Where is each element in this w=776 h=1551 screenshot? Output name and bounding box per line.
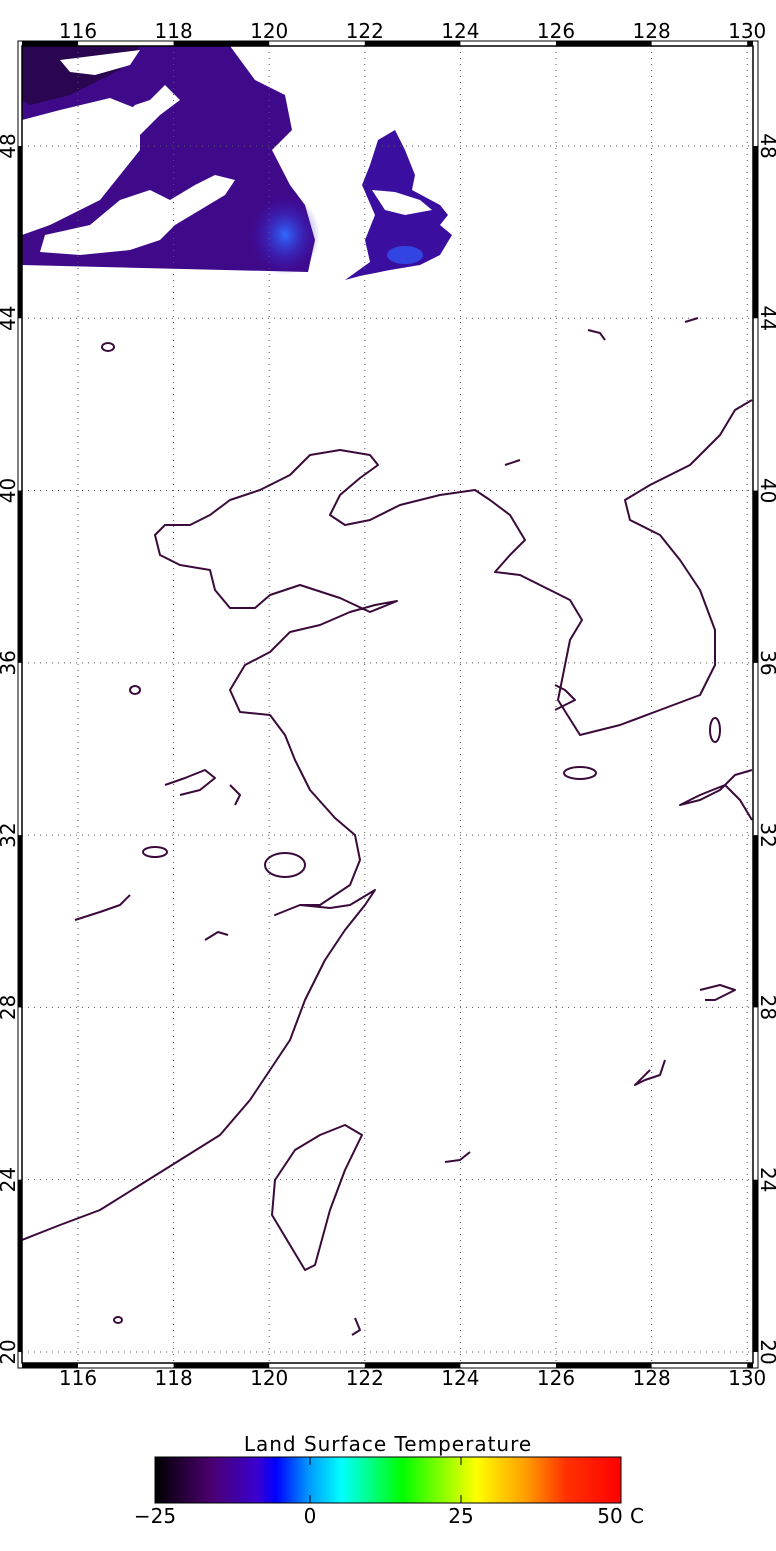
frame-band-top [22, 41, 78, 46]
lon-label-bottom: 124 [441, 1366, 479, 1390]
coastline-island [229, 784, 241, 806]
coastline-ryukyu [699, 984, 736, 1001]
lat-label-right: 24 [756, 1167, 776, 1192]
lat-label-left: 48 [0, 133, 20, 158]
coastline-island [709, 717, 721, 743]
lat-label-left: 28 [0, 995, 20, 1020]
frame-band-left [18, 490, 22, 663]
cloud-gap-2 [40, 175, 235, 255]
frame-band-top [364, 41, 461, 46]
cloud-gap-3 [60, 50, 140, 75]
coastline-island [684, 317, 699, 323]
coastline-island [554, 684, 576, 711]
lat-label-right: 20 [756, 1339, 776, 1364]
lon-label-top: 120 [250, 19, 288, 43]
coastline-island [142, 846, 168, 858]
lst-warm-spot-east [387, 246, 423, 264]
coastline-island [74, 894, 131, 921]
frame-band-top [747, 41, 753, 46]
lat-label-right: 28 [756, 995, 776, 1020]
lon-label-top: 126 [537, 19, 575, 43]
lat-label-right: 40 [756, 478, 776, 503]
colorbar: Land Surface Temperature −25 0 25 50 C [134, 1432, 644, 1528]
lat-label-left: 44 [0, 306, 20, 331]
cloud-gap-4 [110, 85, 180, 140]
lon-label-top: 122 [346, 19, 384, 43]
coastline-island [101, 342, 115, 352]
colorbar-label-max: 50 [597, 1504, 622, 1528]
lon-label-bottom: 128 [633, 1366, 671, 1390]
frame-band-right [753, 835, 758, 1008]
lon-label-bottom: 118 [155, 1366, 193, 1390]
colorbar-label-25: 25 [448, 1504, 473, 1528]
lat-label-left: 20 [0, 1339, 20, 1364]
lon-label-top: 124 [441, 19, 479, 43]
frame-band-bottom [22, 1363, 78, 1368]
coastline-island [444, 1151, 471, 1163]
lat-label-left: 32 [0, 822, 20, 847]
colorbar-unit: C [630, 1504, 644, 1528]
tick-labels: 116 116 118 118 120 120 122 122 124 124 126 126 128 1… [0, 19, 776, 1390]
lat-label-right: 48 [756, 133, 776, 158]
lon-label-bottom: 126 [537, 1366, 575, 1390]
frame-band-top [173, 41, 270, 46]
frame-band-right [753, 146, 758, 319]
lon-label-top: 116 [59, 19, 97, 43]
coastline-island [587, 329, 606, 341]
lon-label-top: 128 [633, 19, 671, 43]
lat-label-left: 40 [0, 478, 20, 503]
lon-label-top: 118 [155, 19, 193, 43]
frame-band-top [556, 41, 652, 46]
coastline-island [204, 931, 229, 941]
map-frame [17, 40, 759, 1369]
lat-label-right: 36 [756, 650, 776, 675]
colorbar-label-0: 0 [304, 1504, 317, 1528]
lst-data-layer [22, 46, 452, 280]
lat-label-left: 24 [0, 1167, 20, 1192]
colorbar-gradient [154, 1456, 622, 1504]
frame-band-left [18, 835, 22, 1008]
coastline-taiwan [271, 1124, 363, 1271]
coastline-island [351, 1317, 361, 1336]
coastline-kyushu [679, 769, 753, 821]
frame-band-bottom [747, 1363, 753, 1368]
coastlines [22, 317, 753, 1336]
lat-label-right: 44 [756, 306, 776, 331]
lon-label-bottom: 122 [346, 1366, 384, 1390]
lon-label-top: 130 [728, 19, 766, 43]
frame-band-left [18, 1179, 22, 1352]
coastline-island [504, 459, 521, 466]
coastline-jeju [563, 766, 597, 780]
frame-band-left [18, 146, 22, 319]
frame-band-right [753, 1179, 758, 1352]
frame-band-bottom [556, 1363, 652, 1368]
lst-warm-spot [250, 195, 320, 275]
lon-label-bottom: 130 [728, 1366, 766, 1390]
coastline-island [129, 685, 141, 695]
colorbar-title: Land Surface Temperature [244, 1432, 532, 1456]
lon-label-bottom: 116 [59, 1366, 97, 1390]
coastline-china-korea [22, 399, 753, 1241]
frame-band-bottom [364, 1363, 461, 1368]
coastline-ryukyu-2 [634, 1059, 666, 1086]
coastline-lake [264, 852, 306, 878]
colorbar-label-min: −25 [134, 1504, 176, 1528]
coastline-island [164, 769, 216, 796]
cloud-gap-5 [372, 190, 432, 215]
coastline-island [113, 1316, 123, 1324]
lon-label-bottom: 120 [250, 1366, 288, 1390]
cloud-gap-1 [22, 98, 140, 235]
lat-label-right: 32 [756, 822, 776, 847]
frame-band-bottom [173, 1363, 270, 1368]
frame-band-right [753, 490, 758, 663]
lat-label-left: 36 [0, 650, 20, 675]
